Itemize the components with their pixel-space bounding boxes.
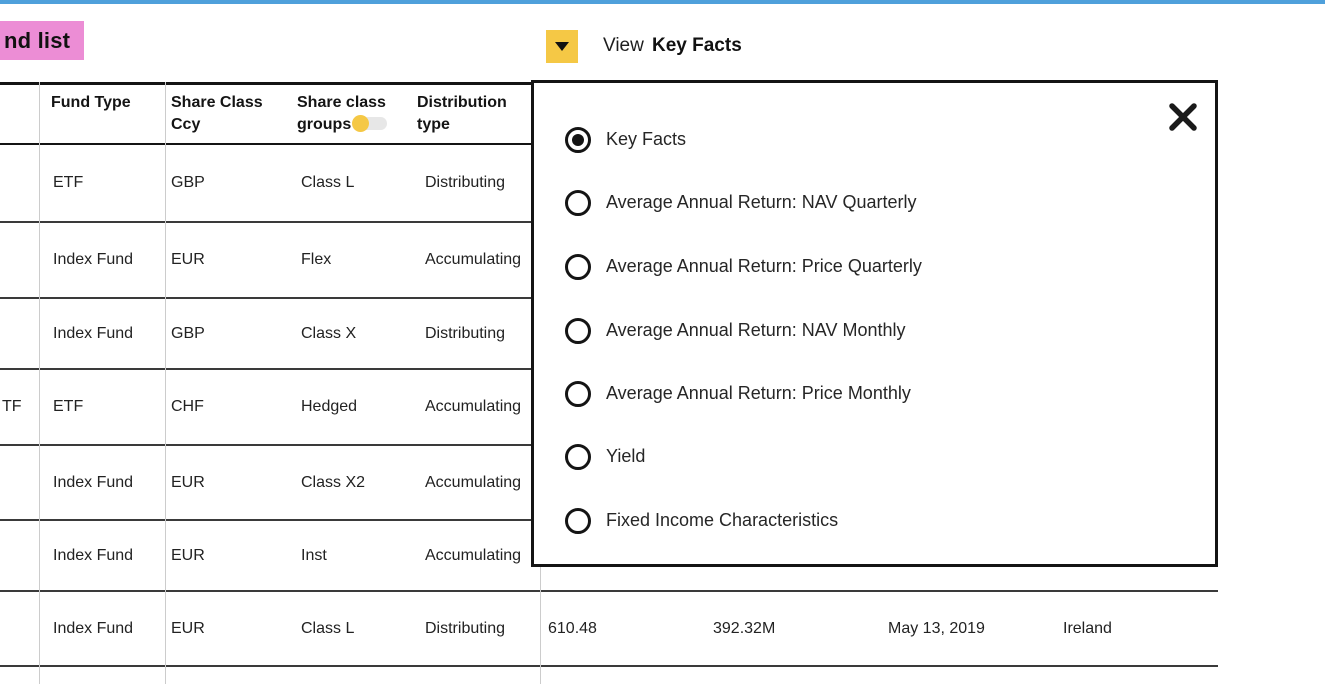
cell-share-class-ccy: EUR [171,473,205,491]
cell-share-class-group: Hedged [301,398,358,415]
radio-icon [565,317,591,344]
column-header-fund-type: Fund Type [51,94,131,111]
page-title: nd list [0,21,85,60]
view-option-aar-price-quarterly[interactable]: Average Annual Return: Price Quarterly [565,253,922,280]
cell-distribution-type: Accumulating [425,251,522,268]
cell-domicile: Ireland [1063,619,1112,637]
radio-icon [565,507,591,534]
column-header-share-class-groups: Share class groups [297,94,386,133]
column-header-share-class-ccy: Share Class Ccy [171,94,263,133]
column-separator [165,82,166,684]
view-selected-value: Key Facts [652,35,742,56]
view-option-label: Average Annual Return: NAV Monthly [606,320,906,340]
view-option-yield[interactable]: Yield [565,443,645,470]
cell-share-class-ccy: CHF [171,398,204,415]
share-class-groups-toggle[interactable] [352,115,387,132]
cell-share-class-group: Inst [301,546,327,564]
cell-distribution-type: Accumulating [425,398,522,415]
cell-fund-type: Index Fund [53,619,134,637]
cell-net-assets: 392.32M [713,619,776,637]
cell-distribution-type: Accumulating [425,473,522,491]
cell-fund-name-fragment: TF [2,398,22,415]
cell-share-class-group: Class L [301,619,355,637]
view-options-panel: Key Facts Average Annual Return: NAV Qua… [531,80,1218,567]
cell-share-class-group: Flex [301,251,332,268]
view-option-key-facts[interactable]: Key Facts [565,126,686,153]
cell-share-class-group: Class X2 [301,473,366,491]
top-accent-bar [0,0,1325,4]
cell-share-class-group: Class X [301,324,357,342]
cell-fund-type: Index Fund [53,546,134,564]
view-option-label: Yield [606,446,646,466]
view-option-aar-nav-quarterly[interactable]: Average Annual Return: NAV Quarterly [565,189,917,216]
close-icon[interactable] [1165,100,1201,136]
radio-icon [565,253,591,280]
cell-share-class-ccy: GBP [171,324,205,342]
cell-share-class-ccy: EUR [171,251,205,268]
cell-distribution-type: Accumulating [425,546,522,564]
view-option-aar-price-monthly[interactable]: Average Annual Return: Price Monthly [565,380,911,407]
cell-share-class-ccy: EUR [171,546,205,564]
radio-icon [565,443,591,470]
cell-distribution-type: Distributing [425,324,506,342]
view-option-label: Fixed Income Characteristics [606,510,839,530]
cell-distribution-type: Distributing [425,174,506,191]
view-option-label: Key Facts [606,129,687,149]
cell-share-class-ccy: GBP [171,174,205,191]
view-dropdown-button[interactable] [546,30,578,63]
cell-fund-type: ETF [53,174,84,191]
row-separator [0,590,1218,592]
radio-icon [565,380,591,407]
view-option-aar-nav-monthly[interactable]: Average Annual Return: NAV Monthly [565,317,906,344]
cell-nav: 610.48 [548,619,597,637]
view-option-label: Average Annual Return: Price Monthly [606,383,911,403]
chevron-down-icon [555,42,569,51]
column-header-distribution-type: Distribution type [417,94,507,133]
cell-share-class-ccy: EUR [171,619,205,637]
view-option-fixed-income[interactable]: Fixed Income Characteristics [565,507,838,534]
row-separator [0,665,1218,667]
radio-icon [565,189,591,216]
cell-fund-type: Index Fund [53,251,134,268]
toggle-knob [352,115,369,132]
column-separator [39,82,40,684]
view-option-label: Average Annual Return: Price Quarterly [606,256,922,276]
cell-fund-type: ETF [53,398,84,415]
view-label: View [603,35,644,56]
cell-inception-date: May 13, 2019 [888,619,985,637]
cell-share-class-group: Class L [301,174,355,191]
view-option-label: Average Annual Return: NAV Quarterly [606,192,917,212]
radio-icon [565,126,591,153]
cell-fund-type: Index Fund [53,324,134,342]
cell-fund-type: Index Fund [53,473,134,491]
cell-distribution-type: Distributing [425,619,506,637]
